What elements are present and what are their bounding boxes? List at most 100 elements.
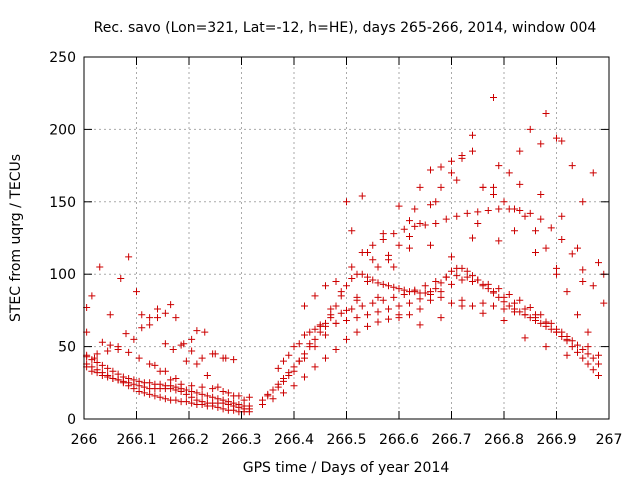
data-point bbox=[511, 205, 518, 213]
data-point bbox=[295, 357, 303, 365]
data-point bbox=[600, 299, 608, 307]
data-point bbox=[395, 202, 403, 210]
data-point bbox=[395, 302, 403, 310]
data-point bbox=[442, 273, 450, 281]
data-point bbox=[458, 296, 466, 304]
data-point bbox=[154, 314, 161, 322]
data-point bbox=[437, 314, 445, 322]
data-point bbox=[280, 377, 287, 385]
data-point bbox=[416, 295, 424, 303]
data-point bbox=[301, 373, 308, 381]
data-point bbox=[172, 314, 180, 322]
data-point bbox=[463, 209, 471, 217]
data-point bbox=[348, 275, 356, 283]
data-point bbox=[469, 234, 476, 242]
data-point bbox=[385, 256, 392, 264]
data-point bbox=[390, 293, 398, 301]
data-point bbox=[135, 387, 143, 395]
data-point bbox=[500, 317, 508, 325]
data-point bbox=[469, 147, 476, 155]
data-point bbox=[214, 395, 222, 403]
data-point bbox=[385, 315, 392, 323]
data-point bbox=[214, 383, 222, 391]
data-point bbox=[364, 322, 371, 330]
data-point bbox=[343, 282, 350, 290]
data-point bbox=[93, 366, 101, 374]
data-point bbox=[98, 369, 106, 377]
data-point bbox=[259, 401, 266, 409]
data-point bbox=[117, 275, 125, 283]
data-point bbox=[169, 345, 177, 353]
data-point bbox=[104, 347, 112, 355]
data-point bbox=[306, 340, 314, 348]
data-point bbox=[448, 299, 455, 307]
data-point bbox=[579, 354, 587, 362]
data-point bbox=[167, 376, 175, 384]
data-point bbox=[364, 311, 371, 319]
data-point bbox=[198, 354, 206, 362]
x-tick-label: 266.2 bbox=[169, 432, 209, 448]
data-point bbox=[219, 396, 227, 404]
data-point bbox=[469, 302, 476, 310]
data-point bbox=[343, 317, 350, 325]
data-point bbox=[130, 376, 138, 384]
data-point bbox=[390, 230, 398, 238]
data-point bbox=[332, 345, 340, 353]
data-point bbox=[490, 288, 497, 296]
data-point bbox=[151, 361, 159, 369]
data-point bbox=[579, 198, 587, 206]
data-point bbox=[584, 360, 592, 368]
data-point bbox=[348, 263, 356, 271]
data-point bbox=[311, 343, 319, 351]
data-point bbox=[224, 398, 232, 406]
data-point bbox=[106, 341, 114, 349]
data-point bbox=[322, 282, 329, 290]
y-axis-ticks: 0 50 100 150 200 250 bbox=[49, 50, 609, 428]
data-point bbox=[432, 277, 440, 285]
data-point bbox=[280, 357, 287, 365]
data-point bbox=[146, 390, 154, 398]
data-point bbox=[306, 328, 314, 336]
data-point bbox=[343, 306, 350, 314]
data-point bbox=[193, 389, 201, 397]
data-point bbox=[203, 392, 211, 400]
x-tick-label: 266.1 bbox=[116, 432, 156, 448]
data-point bbox=[327, 314, 335, 322]
data-point bbox=[264, 390, 272, 398]
data-point bbox=[230, 399, 238, 407]
data-point bbox=[437, 163, 445, 171]
data-point bbox=[133, 288, 140, 296]
data-point bbox=[563, 335, 571, 343]
data-point bbox=[595, 372, 602, 380]
y-tick-label: 200 bbox=[49, 122, 76, 138]
x-tick-label: 266.3 bbox=[221, 432, 261, 448]
data-point bbox=[537, 311, 545, 319]
data-point bbox=[182, 386, 190, 394]
data-point bbox=[114, 376, 122, 384]
data-point bbox=[348, 305, 356, 313]
data-point bbox=[595, 360, 602, 368]
data-point bbox=[411, 286, 419, 294]
data-point bbox=[563, 288, 571, 296]
data-point bbox=[484, 280, 492, 288]
data-point bbox=[209, 385, 217, 393]
data-point bbox=[537, 191, 545, 199]
data-point bbox=[369, 256, 377, 264]
data-point bbox=[156, 380, 164, 388]
data-point bbox=[135, 354, 143, 362]
data-point bbox=[479, 282, 487, 290]
data-point bbox=[285, 351, 293, 359]
data-point bbox=[337, 309, 345, 317]
data-point bbox=[125, 374, 133, 382]
data-point bbox=[280, 389, 287, 397]
data-point bbox=[119, 379, 127, 387]
data-point bbox=[290, 343, 298, 351]
data-point bbox=[374, 318, 382, 326]
data-point bbox=[411, 205, 419, 213]
data-point bbox=[532, 314, 539, 322]
data-point bbox=[469, 277, 476, 285]
data-point bbox=[106, 311, 114, 319]
data-point bbox=[437, 183, 445, 191]
data-point bbox=[379, 296, 387, 304]
data-point bbox=[442, 215, 450, 223]
